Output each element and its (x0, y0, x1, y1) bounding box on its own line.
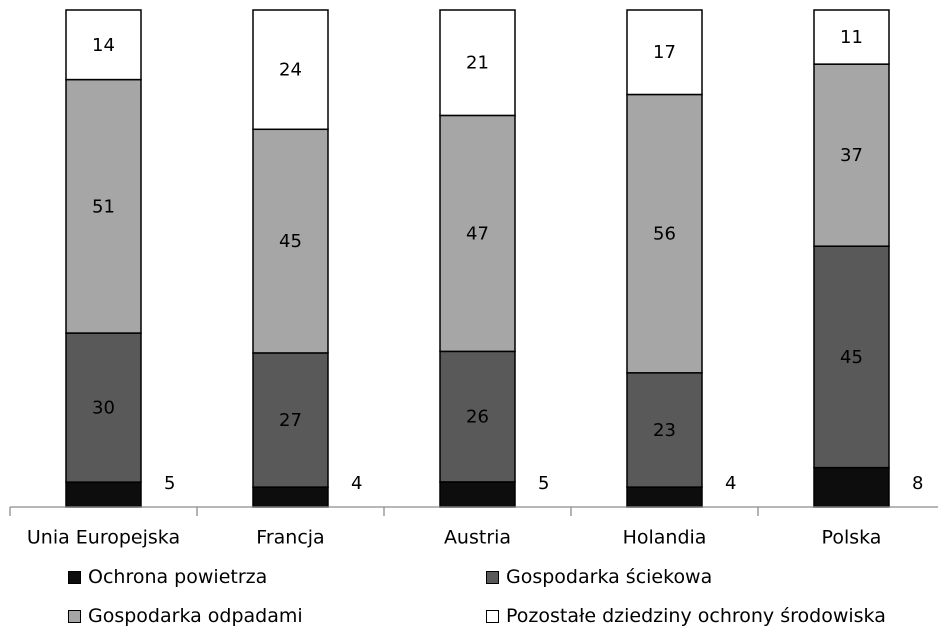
bar-segment-pozosta-e-dziedziny-ochrony-rodowiska-holandia (626, 9, 703, 96)
bar-segment-gospodarka-ciekowa-polska (813, 245, 890, 469)
category-label-holandia: Holandia (623, 527, 707, 549)
data-label-ochrona-powietrza-francja: 4 (351, 473, 362, 494)
legend-label-pozostale: Pozostałe dziedziny ochrony środowiska (506, 605, 886, 627)
data-label-ochrona-powietrza-austria: 5 (538, 473, 549, 494)
data-label-gospodarka-ciekowa-holandia: 23 (653, 420, 676, 441)
stacked-bar-chart: 5 30 51 14 Unia Europejska 4 27 45 24 Francja 5 26 4… (9, 9, 938, 549)
bar-segment-gospodarka-ciekowa-francja (252, 352, 329, 488)
legend-item-pozostale: Pozostałe dziedziny ochrony środowiska (486, 605, 886, 627)
legend-label-gospodarka-odpadami: Gospodarka odpadami (88, 605, 303, 627)
bar-segment-gospodarka-ciekowa-unia-europejska (65, 332, 142, 483)
legend-swatch-ochrona-powietrza (68, 570, 81, 584)
data-label-gospodarka-ciekowa-unia-europejska: 30 (92, 398, 115, 419)
bar-segment-gospodarka-odpadami-austria (439, 114, 516, 353)
data-label-pozosta-e-dziedziny-ochrony-rodowiska-holandia: 17 (653, 42, 676, 63)
legend-item-gospodarka-sciekowa: Gospodarka ściekowa (486, 566, 712, 588)
legend-item-gospodarka-odpadami: Gospodarka odpadami (68, 605, 303, 627)
bar-segment-ochrona-powietrza-austria (439, 481, 516, 508)
data-label-pozosta-e-dziedziny-ochrony-rodowiska-polska: 11 (840, 27, 863, 48)
bar-segment-pozosta-e-dziedziny-ochrony-rodowiska-unia-europejska (65, 9, 142, 81)
legend-item-ochrona-powietrza: Ochrona powietrza (68, 566, 267, 588)
bar-segment-gospodarka-odpadami-unia-europejska (65, 78, 142, 334)
data-label-pozosta-e-dziedziny-ochrony-rodowiska-francja: 24 (279, 60, 302, 81)
data-label-pozosta-e-dziedziny-ochrony-rodowiska-austria: 21 (466, 53, 489, 74)
bar-segment-gospodarka-odpadami-holandia (626, 93, 703, 374)
data-label-ochrona-powietrza-polska: 8 (912, 473, 923, 494)
bar-segment-gospodarka-odpadami-francja (252, 128, 329, 354)
data-label-gospodarka-odpadami-austria: 47 (466, 223, 489, 244)
legend-swatch-gospodarka-sciekowa (486, 570, 499, 584)
data-label-gospodarka-ciekowa-austria: 26 (466, 407, 489, 428)
bar-segment-pozosta-e-dziedziny-ochrony-rodowiska-francja (252, 9, 329, 131)
category-label-unia-europejska: Unia Europejska (27, 527, 180, 549)
data-label-gospodarka-ciekowa-francja: 27 (279, 410, 302, 431)
data-label-gospodarka-odpadami-holandia: 56 (653, 224, 676, 245)
data-label-gospodarka-ciekowa-polska: 45 (840, 347, 863, 368)
bar-segment-ochrona-powietrza-holandia (626, 486, 703, 508)
category-label-polska: Polska (822, 527, 882, 549)
bar-segment-ochrona-powietrza-unia-europejska (65, 481, 142, 508)
category-label-austria: Austria (444, 527, 511, 549)
data-label-pozosta-e-dziedziny-ochrony-rodowiska-unia-europejska: 14 (92, 35, 115, 56)
bar-segment-pozosta-e-dziedziny-ochrony-rodowiska-austria (439, 9, 516, 117)
data-label-gospodarka-odpadami-polska: 37 (840, 145, 863, 166)
data-label-gospodarka-odpadami-unia-europejska: 51 (92, 196, 115, 217)
bar-segment-ochrona-powietrza-francja (252, 486, 329, 508)
data-label-gospodarka-odpadami-francja: 45 (279, 231, 302, 252)
bar-segment-gospodarka-ciekowa-austria (439, 350, 516, 483)
legend-label-ochrona-powietrza: Ochrona powietrza (88, 566, 268, 588)
bar-segment-gospodarka-ciekowa-holandia (626, 372, 703, 488)
data-label-ochrona-powietrza-holandia: 4 (725, 473, 736, 494)
data-label-ochrona-powietrza-unia-europejska: 5 (164, 473, 175, 494)
bar-segment-ochrona-powietrza-polska (813, 466, 890, 508)
category-label-francja: Francja (256, 527, 324, 549)
legend-swatch-gospodarka-odpadami (68, 609, 81, 623)
legend-label-gospodarka-sciekowa: Gospodarka ściekowa (506, 566, 713, 588)
bar-segment-pozosta-e-dziedziny-ochrony-rodowiska-polska (813, 9, 890, 65)
legend-swatch-pozostale (486, 609, 499, 623)
